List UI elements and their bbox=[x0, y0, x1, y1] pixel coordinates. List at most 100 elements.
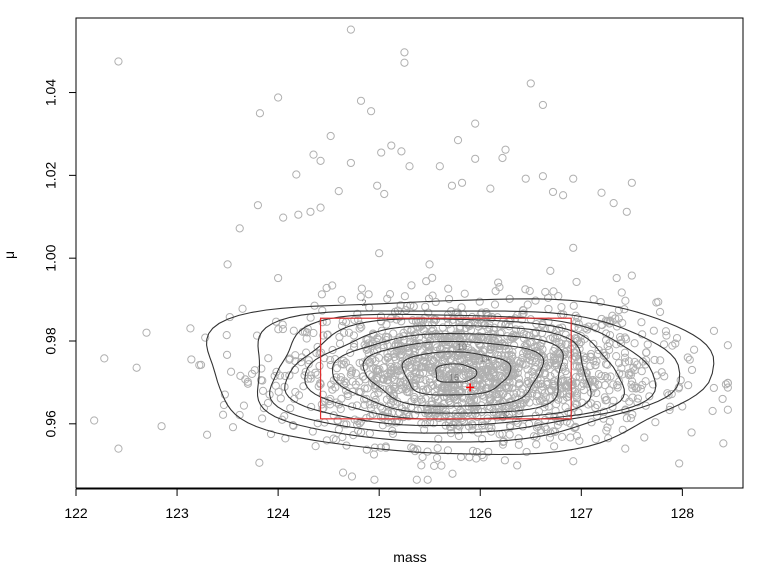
data-point bbox=[448, 469, 457, 478]
contour-line-10 bbox=[304, 324, 592, 420]
data-point bbox=[388, 429, 398, 438]
data-point bbox=[468, 421, 477, 430]
data-point bbox=[451, 308, 460, 317]
data-point bbox=[425, 260, 434, 269]
data-point bbox=[657, 368, 666, 377]
data-point bbox=[565, 389, 574, 399]
data-point bbox=[544, 293, 553, 302]
data-point bbox=[372, 337, 381, 347]
data-point bbox=[525, 356, 535, 365]
y-tick-label: 1.00 bbox=[43, 244, 59, 271]
data-point bbox=[485, 395, 494, 404]
data-point bbox=[485, 323, 494, 332]
data-point bbox=[550, 361, 559, 371]
data-point bbox=[569, 301, 578, 310]
data-point bbox=[508, 384, 517, 393]
data-point bbox=[622, 414, 631, 423]
data-point bbox=[618, 370, 627, 379]
data-point bbox=[655, 307, 665, 317]
data-point bbox=[462, 361, 471, 371]
data-point bbox=[428, 291, 437, 300]
data-point bbox=[364, 290, 373, 299]
data-point bbox=[687, 365, 697, 375]
data-point bbox=[531, 296, 540, 305]
data-point bbox=[243, 379, 253, 388]
data-point bbox=[525, 286, 534, 296]
data-point bbox=[641, 401, 650, 410]
data-point bbox=[383, 294, 392, 303]
data-point bbox=[512, 388, 521, 397]
data-point bbox=[347, 366, 357, 375]
data-point bbox=[369, 330, 378, 339]
data-point bbox=[533, 380, 543, 389]
data-point bbox=[370, 381, 380, 390]
y-tick-label: 0.98 bbox=[43, 327, 59, 354]
data-point bbox=[530, 354, 539, 363]
data-point bbox=[431, 297, 440, 307]
contour-line-6 bbox=[269, 313, 657, 434]
contour-line-18 bbox=[435, 363, 478, 383]
data-point bbox=[521, 285, 530, 294]
data-point bbox=[676, 376, 685, 385]
data-point bbox=[337, 295, 346, 305]
data-point bbox=[442, 392, 451, 401]
data-point bbox=[463, 343, 473, 352]
data-point bbox=[424, 331, 433, 341]
data-point bbox=[263, 398, 273, 408]
data-point bbox=[326, 131, 335, 141]
data-point bbox=[349, 331, 358, 340]
data-point bbox=[396, 301, 405, 310]
data-point bbox=[465, 453, 474, 462]
data-point bbox=[385, 290, 395, 299]
data-point bbox=[327, 380, 336, 389]
data-point bbox=[621, 406, 630, 415]
data-point bbox=[600, 393, 609, 402]
data-point bbox=[614, 305, 624, 315]
data-point bbox=[476, 361, 485, 370]
data-point bbox=[465, 396, 475, 405]
data-point bbox=[517, 315, 526, 324]
data-point bbox=[100, 354, 109, 363]
data-point bbox=[339, 356, 348, 365]
data-point bbox=[568, 387, 577, 396]
data-point bbox=[538, 172, 548, 181]
data-point bbox=[419, 356, 428, 365]
data-point bbox=[278, 324, 288, 334]
data-point bbox=[569, 243, 578, 252]
data-point bbox=[630, 339, 639, 348]
data-point bbox=[495, 371, 504, 380]
data-point bbox=[114, 444, 123, 453]
data-point bbox=[447, 346, 457, 356]
data-point bbox=[609, 199, 618, 208]
data-point bbox=[271, 317, 281, 326]
data-point bbox=[370, 391, 379, 400]
data-point bbox=[596, 297, 605, 307]
data-point bbox=[331, 355, 340, 364]
data-point bbox=[540, 403, 549, 412]
x-axis-title: mass bbox=[393, 549, 426, 565]
data-point bbox=[536, 341, 545, 351]
data-point bbox=[313, 342, 322, 352]
data-point bbox=[328, 281, 337, 290]
data-point bbox=[540, 359, 549, 368]
data-point bbox=[723, 383, 732, 392]
data-point bbox=[379, 385, 388, 394]
contour-label: 16 bbox=[449, 372, 459, 382]
data-point bbox=[671, 339, 680, 348]
data-point bbox=[581, 353, 590, 363]
data-point bbox=[395, 313, 404, 322]
data-point bbox=[383, 409, 392, 418]
data-point bbox=[157, 422, 166, 431]
data-point bbox=[356, 96, 366, 105]
data-point bbox=[469, 395, 479, 404]
data-point bbox=[498, 373, 507, 382]
data-point bbox=[306, 374, 315, 383]
data-point bbox=[617, 364, 626, 373]
data-point bbox=[452, 342, 461, 351]
data-point bbox=[241, 375, 250, 384]
data-point bbox=[389, 329, 398, 338]
data-point bbox=[430, 461, 439, 470]
data-point bbox=[220, 390, 229, 399]
data-point bbox=[339, 360, 348, 369]
data-point bbox=[562, 417, 571, 426]
